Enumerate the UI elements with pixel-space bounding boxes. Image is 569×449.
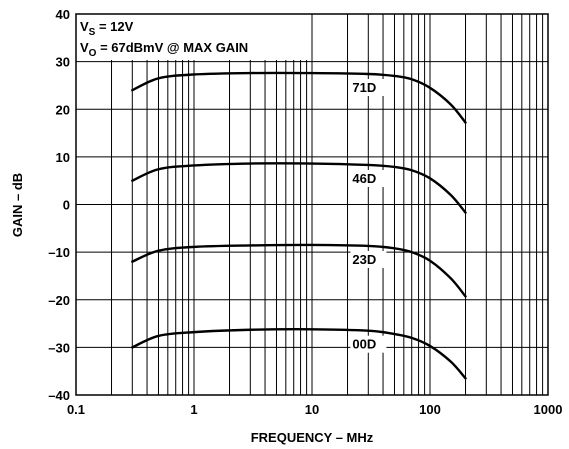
y-tick-label: 0 — [63, 198, 70, 213]
x-tick-label: 1 — [190, 402, 197, 417]
series-line-00d — [131, 328, 467, 380]
annotation-box — [74, 14, 308, 60]
series-line-71d — [131, 71, 467, 124]
series-line-46d — [131, 162, 467, 214]
output-level-note: VO = 67dBmV @ MAX GAIN — [80, 40, 248, 59]
plot-frame — [75, 13, 549, 396]
x-axis-title: FREQUENCY – MHz — [251, 430, 374, 445]
grid — [76, 14, 548, 395]
series-label-bg — [350, 335, 387, 353]
y-tick-label: 40 — [56, 7, 70, 22]
x-tick-label: 0.1 — [67, 402, 85, 417]
series-label-23d: 23D — [352, 252, 376, 267]
supply-voltage-note: VS = 12V — [80, 19, 134, 38]
y-axis-title: GAIN – dB — [10, 173, 25, 237]
x-tick-label: 1000 — [534, 402, 563, 417]
series-line-23d — [131, 243, 467, 298]
series-label-46d: 46D — [352, 171, 376, 186]
y-tick-label: –30 — [48, 340, 70, 355]
series-label-71d: 71D — [352, 80, 376, 95]
x-tick-label: 10 — [305, 402, 319, 417]
y-tick-label: 20 — [56, 102, 70, 117]
y-tick-label: 30 — [56, 55, 70, 70]
curve-labels: 71D 46D 23D 00D — [350, 79, 387, 353]
y-tick-label: –20 — [48, 293, 70, 308]
y-tick-label: 10 — [56, 150, 70, 165]
x-tick-label: 100 — [419, 402, 441, 417]
series-curves — [131, 71, 467, 380]
series-label-00d: 00D — [352, 337, 376, 352]
y-tick-label: –40 — [48, 388, 70, 403]
series-label-bg — [350, 79, 387, 97]
series-label-bg — [350, 169, 387, 187]
series-label-bg — [350, 250, 387, 268]
y-tick-label: –10 — [48, 245, 70, 260]
tick-labels: 0.1 1 10 100 1000 –40 –30 –20 –10 0 10 20 30 40 — [48, 7, 562, 417]
